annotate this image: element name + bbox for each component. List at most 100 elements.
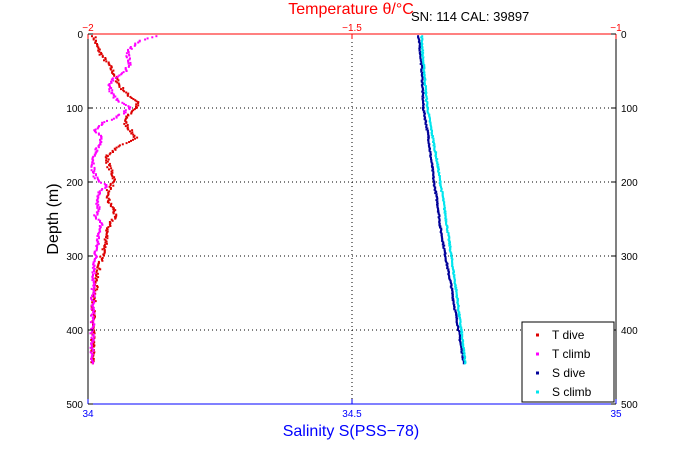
data-point [422, 109, 425, 112]
y-tick-label-right: 300 [621, 252, 638, 263]
data-point [101, 55, 104, 58]
series-s-climb [420, 35, 467, 365]
data-point [92, 322, 95, 325]
data-point [460, 332, 463, 335]
data-point [146, 37, 149, 40]
data-point [444, 212, 447, 215]
data-point [92, 172, 95, 175]
data-point [108, 83, 111, 85]
data-point [459, 342, 462, 345]
data-point [418, 41, 421, 44]
data-point [421, 90, 424, 93]
data-point [435, 193, 438, 196]
data-point [110, 118, 113, 121]
data-point [437, 163, 440, 166]
data-point [435, 160, 438, 163]
data-point [428, 143, 431, 146]
data-point [135, 100, 138, 103]
legend-entry-label: T dive [552, 328, 585, 342]
data-point [131, 129, 134, 132]
series-t-dive [90, 35, 140, 365]
data-point [421, 98, 424, 101]
data-point [451, 261, 454, 264]
data-point [96, 206, 99, 209]
data-point [127, 65, 130, 68]
data-point [443, 251, 446, 254]
data-point [461, 343, 464, 346]
data-point [94, 215, 97, 218]
data-point [447, 269, 450, 272]
data-point [93, 258, 96, 260]
data-point [429, 152, 432, 155]
data-point [448, 275, 451, 278]
data-point [431, 162, 434, 165]
data-point [124, 117, 127, 120]
data-point [96, 195, 99, 198]
data-point [93, 270, 95, 273]
data-point [137, 41, 140, 44]
data-point [99, 192, 101, 195]
data-point [428, 145, 431, 148]
data-point [444, 217, 447, 220]
data-point [428, 113, 431, 116]
data-point [97, 242, 100, 245]
data-point [91, 347, 94, 350]
data-point [99, 268, 102, 271]
data-point [105, 229, 108, 232]
data-point [103, 252, 106, 255]
data-point [132, 135, 135, 138]
data-point [422, 100, 425, 102]
data-point [455, 316, 458, 319]
data-point [441, 191, 444, 193]
data-point [92, 159, 95, 162]
data-point [462, 360, 465, 363]
data-point [95, 211, 98, 214]
data-point [447, 232, 450, 235]
data-point [92, 310, 95, 313]
data-point [92, 289, 95, 291]
data-point [420, 80, 423, 83]
data-point [462, 340, 465, 343]
data-point [94, 281, 97, 284]
data-point [97, 264, 100, 267]
data-point [458, 330, 461, 333]
data-point [91, 344, 93, 347]
data-point [114, 80, 117, 83]
data-point [91, 331, 93, 334]
data-point [99, 255, 102, 258]
data-point [97, 47, 100, 50]
data-point [111, 71, 114, 74]
data-point [451, 263, 454, 266]
data-point [116, 81, 119, 84]
data-point [450, 283, 453, 286]
data-point [440, 229, 442, 232]
data-point [441, 237, 444, 240]
data-point [419, 46, 421, 49]
data-point [92, 354, 95, 357]
data-point [98, 228, 101, 231]
data-point [425, 96, 428, 99]
data-point [442, 198, 445, 200]
data-point [90, 356, 93, 359]
data-point [101, 259, 104, 262]
data-point [125, 115, 128, 118]
data-point [127, 114, 130, 117]
data-point [459, 325, 462, 328]
data-point [427, 112, 430, 115]
data-point [110, 87, 113, 89]
data-point [439, 185, 442, 188]
data-point [90, 287, 93, 290]
data-point [433, 149, 436, 152]
data-point [98, 193, 101, 196]
data-point [445, 263, 448, 266]
data-point [421, 71, 424, 74]
data-point [422, 108, 424, 111]
data-point [105, 232, 108, 235]
data-point [453, 308, 456, 311]
data-point [128, 108, 131, 111]
data-point [92, 37, 95, 40]
data-point [90, 305, 93, 308]
data-point [455, 320, 458, 323]
data-point [127, 92, 130, 95]
legend-entry-label: T climb [552, 347, 591, 361]
